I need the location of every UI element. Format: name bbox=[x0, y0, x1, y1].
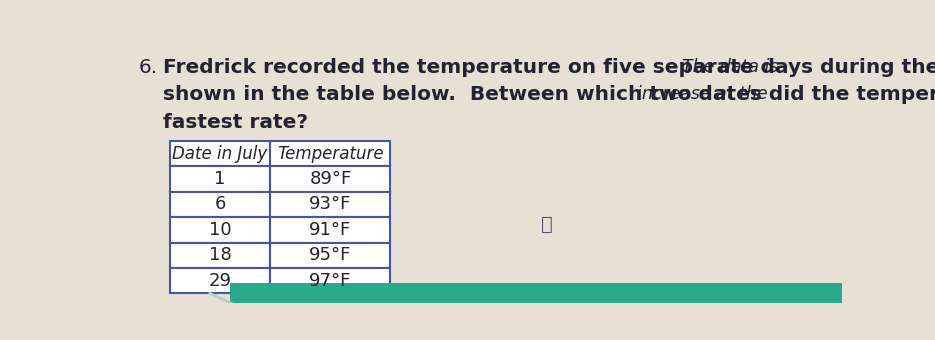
Bar bbox=[169, 217, 270, 242]
Text: Fredrick recorded the temperature on five separate days during the month of July: Fredrick recorded the temperature on fiv… bbox=[164, 58, 935, 77]
Text: 93°F: 93°F bbox=[309, 195, 352, 214]
Text: shown in the table below.  Between which two dates did the temperature: shown in the table below. Between which … bbox=[164, 85, 935, 104]
Text: 18: 18 bbox=[209, 246, 231, 264]
Text: 91°F: 91°F bbox=[309, 221, 352, 239]
Text: The data is: The data is bbox=[682, 58, 778, 76]
Bar bbox=[169, 242, 270, 268]
Text: 6: 6 bbox=[214, 195, 225, 214]
Text: 10: 10 bbox=[209, 221, 231, 239]
Text: 6.: 6. bbox=[138, 58, 158, 77]
Bar bbox=[270, 268, 391, 293]
Bar bbox=[230, 283, 842, 303]
Bar bbox=[270, 141, 391, 166]
Bar bbox=[270, 166, 391, 192]
Bar bbox=[169, 141, 270, 166]
Bar bbox=[169, 192, 270, 217]
Text: 95°F: 95°F bbox=[309, 246, 352, 264]
Text: increase at the: increase at the bbox=[637, 85, 768, 103]
Bar bbox=[270, 242, 391, 268]
Text: ⌕: ⌕ bbox=[541, 215, 553, 234]
Text: Temperature: Temperature bbox=[277, 144, 383, 163]
Text: Date in July: Date in July bbox=[172, 144, 267, 163]
Text: fastest rate?: fastest rate? bbox=[164, 113, 309, 132]
Text: 97°F: 97°F bbox=[309, 272, 352, 290]
Text: 29: 29 bbox=[209, 272, 232, 290]
Bar bbox=[270, 217, 391, 242]
Bar bbox=[169, 268, 270, 293]
Bar bbox=[169, 166, 270, 192]
Text: 1: 1 bbox=[214, 170, 225, 188]
Bar bbox=[270, 192, 391, 217]
Text: 89°F: 89°F bbox=[309, 170, 352, 188]
